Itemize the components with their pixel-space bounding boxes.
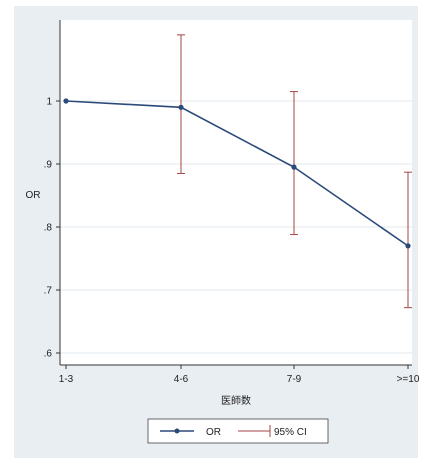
or-line xyxy=(65,100,409,247)
y-tick-label: 1 xyxy=(46,97,52,108)
x-tick-label: 1-3 xyxy=(59,374,74,385)
or-point xyxy=(63,98,69,104)
x-tick-label: >=10 xyxy=(397,374,420,385)
y-tick-label: .7 xyxy=(44,286,53,297)
y-axis-title: OR xyxy=(26,190,41,201)
legend-or-label: OR xyxy=(206,427,221,438)
or-point xyxy=(405,243,411,249)
ci-series xyxy=(177,34,412,309)
legend: OR 95% CI xyxy=(147,418,329,444)
plot-area xyxy=(60,20,412,365)
axes xyxy=(59,20,412,366)
x-axis-title: 医師数 xyxy=(221,394,251,407)
x-tick-label: 7-9 xyxy=(287,374,302,385)
or-point xyxy=(178,104,184,110)
or-point xyxy=(291,164,297,170)
x-ticks: 1-3 4-6 7-9 >=10 xyxy=(59,365,420,385)
grid-lines xyxy=(60,100,412,354)
x-tick-label: 4-6 xyxy=(174,374,189,385)
y-tick-label: .8 xyxy=(44,223,53,234)
y-tick-label: .6 xyxy=(44,349,53,360)
y-ticks: .6 .7 .8 .9 1 xyxy=(44,97,60,360)
or-series xyxy=(63,98,411,249)
y-tick-label: .9 xyxy=(44,160,53,171)
legend-or-marker xyxy=(174,428,180,434)
legend-ci-label: 95% CI xyxy=(274,427,307,438)
